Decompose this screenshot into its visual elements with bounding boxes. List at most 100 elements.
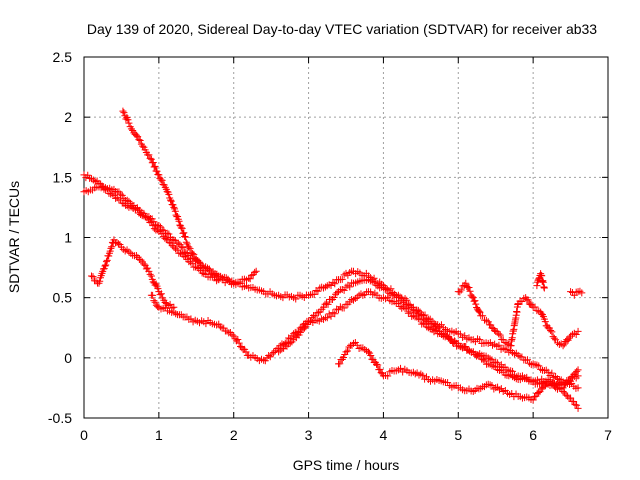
x-tick-label: 6 <box>529 427 537 443</box>
data-point-track-b <box>171 245 179 253</box>
data-point-track-f <box>315 308 323 316</box>
data-point-track-c <box>170 203 178 211</box>
data-point-track-b <box>158 230 166 238</box>
data-point-track-e <box>242 348 250 356</box>
data-point-track-g <box>566 377 574 385</box>
data-point-track-c <box>172 211 180 219</box>
data-point-track-b <box>150 225 158 233</box>
data-point-track-e <box>223 327 231 335</box>
data-point-track-g <box>419 371 427 379</box>
data-point-track-e <box>261 357 269 365</box>
data-point-track-g <box>574 366 582 374</box>
data-point-track-e <box>323 314 331 322</box>
data-point-track-i <box>539 278 547 286</box>
data-point-track-c <box>182 238 190 246</box>
data-point-track-a <box>314 287 322 295</box>
data-point-track-f <box>567 394 575 402</box>
data-point-track-g <box>559 384 567 392</box>
data-point-track-b <box>132 204 140 212</box>
data-point-track-g <box>345 343 353 351</box>
y-axis-label: SDTVAR / TECUs <box>6 181 22 293</box>
data-point-track-c <box>180 229 188 237</box>
data-point-track-b <box>188 260 196 268</box>
data-point-track-f <box>573 401 581 409</box>
data-point-track-c <box>189 250 197 258</box>
data-point-track-c <box>132 131 140 139</box>
data-point-track-j <box>578 289 586 297</box>
data-point-track-f <box>414 310 422 318</box>
data-point-track-b <box>176 249 184 257</box>
data-point-track-i <box>538 278 546 286</box>
data-point-track-d <box>114 240 122 248</box>
data-point-track-d <box>107 244 115 252</box>
data-point-track-h <box>531 303 539 311</box>
data-point-track-h <box>472 300 480 308</box>
data-point-track-h <box>547 327 555 335</box>
data-point-track-f <box>324 300 332 308</box>
data-point-track-e <box>228 331 236 339</box>
data-point-track-g <box>529 396 537 404</box>
data-point-track-d <box>102 258 110 266</box>
data-point-track-f <box>286 339 294 347</box>
data-point-track-f <box>320 303 328 311</box>
data-point-track-c <box>150 163 158 171</box>
data-point-track-c <box>124 116 132 124</box>
x-tick-label: 0 <box>80 427 88 443</box>
data-point-track-f <box>306 317 314 325</box>
data-points <box>80 107 586 412</box>
data-point-track-b <box>191 263 199 271</box>
data-point-track-f <box>416 311 424 319</box>
data-point-track-b <box>198 269 206 277</box>
data-point-track-i <box>538 272 546 280</box>
data-point-track-i <box>540 283 548 291</box>
data-point-track-c <box>127 125 135 133</box>
data-point-track-a <box>310 290 318 298</box>
axis-ticks: 0 1 2 3 4 5 6 7 -0.5 0 0.5 1 1.5 2 2.5 <box>48 49 612 443</box>
data-point-track-c <box>151 162 159 170</box>
data-point-track-e <box>394 300 402 308</box>
data-point-track-a <box>574 384 582 392</box>
data-point-track-g <box>342 348 350 356</box>
data-point-track-a <box>165 230 173 238</box>
data-point-track-b <box>137 210 145 218</box>
data-point-track-g <box>364 348 372 356</box>
data-point-track-i <box>540 284 548 292</box>
data-point-track-b <box>173 246 181 254</box>
x-tick-label: 1 <box>155 427 163 443</box>
data-point-track-c <box>155 171 163 179</box>
data-point-track-f <box>313 309 321 317</box>
data-point-track-e <box>265 351 273 359</box>
data-point-track-d <box>89 273 97 281</box>
data-point-track-h <box>479 312 487 320</box>
data-point-track-a <box>495 341 503 349</box>
data-point-track-e <box>220 324 228 332</box>
x-tick-label: 4 <box>380 427 388 443</box>
data-point-track-b <box>133 204 141 212</box>
data-point-track-g <box>343 347 351 355</box>
data-point-track-g <box>336 360 344 368</box>
data-point-track-f <box>276 346 284 354</box>
data-point-track-c <box>195 258 203 266</box>
data-point-track-b <box>180 252 188 260</box>
data-point-track-a <box>292 295 300 303</box>
data-point-track-f <box>421 316 429 324</box>
data-point-track-b <box>118 191 126 199</box>
data-point-track-d <box>103 256 111 264</box>
data-point-track-f <box>300 324 308 332</box>
data-point-track-g <box>397 364 405 372</box>
data-point-track-f <box>275 348 283 356</box>
x-tick-label: 7 <box>604 427 612 443</box>
data-point-track-i <box>533 282 541 290</box>
data-point-track-e <box>479 356 487 364</box>
data-point-track-d <box>140 260 148 268</box>
data-point-track-b <box>165 239 173 247</box>
data-point-track-a <box>155 221 163 229</box>
data-point-track-h <box>524 296 532 304</box>
data-point-track-b <box>149 222 157 230</box>
data-point-track-a <box>177 243 185 251</box>
data-point-track-c <box>211 271 219 279</box>
data-point-track-c <box>135 136 143 144</box>
data-point-track-b <box>246 275 254 283</box>
data-point-track-c <box>175 217 183 225</box>
